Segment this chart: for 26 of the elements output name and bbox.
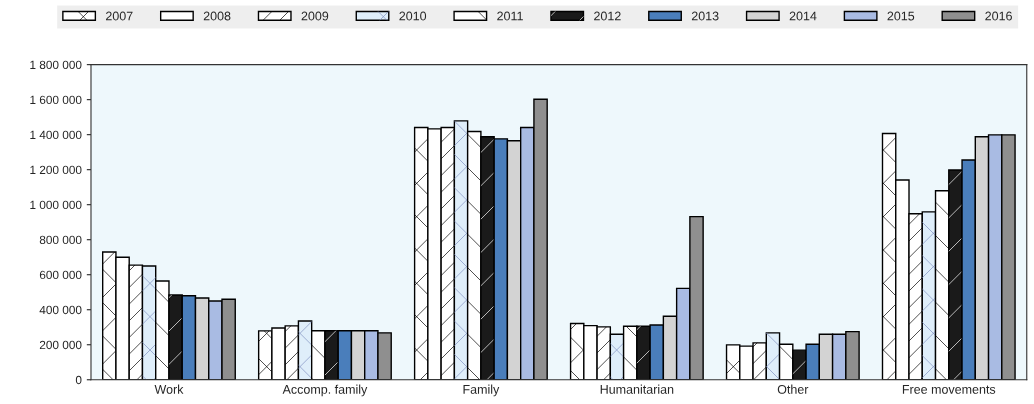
legend-label: 2010 xyxy=(399,11,427,21)
y-tick-label: 200 000 xyxy=(39,340,82,350)
legend-label: 2015 xyxy=(887,11,915,21)
legend-label: 2012 xyxy=(594,11,621,21)
x-tick-label: Work xyxy=(154,384,184,394)
legend-label: 2008 xyxy=(203,11,231,21)
y-tick-label: 600 000 xyxy=(39,270,82,280)
y-tick-label: 0 xyxy=(75,375,82,385)
y-tick-label: 800 000 xyxy=(39,235,82,245)
legend-label: 2007 xyxy=(106,11,133,21)
x-tick-label: Humanitarian xyxy=(600,384,674,394)
legend-label: 2009 xyxy=(301,11,329,21)
x-tick-label: Accomp. family xyxy=(282,384,368,397)
y-tick-label: 1 400 000 xyxy=(30,130,82,140)
y-tick-label: 1 200 000 xyxy=(30,165,82,175)
x-tick-label: Other xyxy=(777,384,809,394)
y-tick-label: 1 800 000 xyxy=(30,60,82,70)
y-tick-label: 1 000 000 xyxy=(30,200,82,210)
y-tick-label: 400 000 xyxy=(39,305,82,315)
x-tick-label: Family xyxy=(463,384,500,397)
legend-label: 2016 xyxy=(985,11,1012,21)
legend-label: 2013 xyxy=(691,11,719,21)
x-tick-label: Free movements xyxy=(902,385,996,394)
y-tick-label: 1 600 000 xyxy=(30,95,82,105)
legend-label: 2011 xyxy=(497,11,523,21)
legend-label: 2014 xyxy=(789,11,817,21)
